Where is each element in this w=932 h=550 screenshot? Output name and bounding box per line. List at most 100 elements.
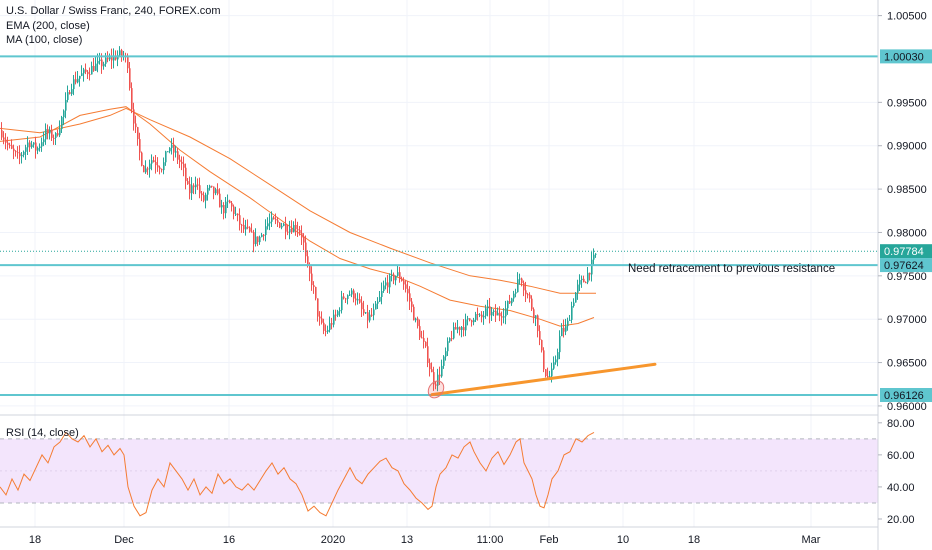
candle-body <box>217 189 219 194</box>
candle-body <box>443 356 445 366</box>
candle-body <box>193 185 195 188</box>
candle-body <box>21 154 23 157</box>
candle-body <box>487 306 489 309</box>
candle-body <box>397 272 399 276</box>
candle-body <box>555 359 557 363</box>
candle-body <box>231 202 233 207</box>
candle-body <box>85 69 87 72</box>
candle-body <box>299 230 301 234</box>
candle-body <box>151 160 153 164</box>
candle-body <box>593 254 595 260</box>
ma-legend: MA (100, close) <box>6 34 83 46</box>
candle-body <box>285 223 287 232</box>
candle-body <box>263 234 265 236</box>
candle-body <box>11 145 13 149</box>
candle-body <box>335 314 337 316</box>
candle-body <box>441 365 443 377</box>
candle-body <box>177 151 179 160</box>
candle-body <box>521 278 523 283</box>
candle-body <box>55 133 57 138</box>
candle-body <box>253 232 255 245</box>
candle-body <box>195 184 197 188</box>
candle-body <box>511 298 513 304</box>
candle-body <box>175 151 177 153</box>
candle-body <box>173 145 175 153</box>
candle-body <box>81 73 83 76</box>
price-tag-box <box>880 258 932 273</box>
candle-body <box>277 220 279 223</box>
candle-body <box>477 313 479 315</box>
candle-body <box>137 127 139 140</box>
candle-body <box>499 312 501 317</box>
price-tick-label: 0.97000 <box>887 314 927 326</box>
candle-body <box>23 151 25 155</box>
candle-body <box>239 215 241 225</box>
candle-body <box>207 187 209 195</box>
candle-body <box>419 326 421 338</box>
candle-body <box>315 286 317 299</box>
rsi-tick-label: 40.00 <box>887 482 915 494</box>
candle-body <box>329 323 331 330</box>
candle-body <box>489 306 491 316</box>
candle-body <box>101 59 103 67</box>
candle-body <box>61 117 63 130</box>
candle-body <box>539 331 541 341</box>
candle-body <box>249 227 251 232</box>
candle-body <box>119 50 121 56</box>
candle-body <box>497 312 499 316</box>
price-tag-label: 1.00030 <box>884 51 924 63</box>
candle-body <box>547 376 549 378</box>
candle-body <box>87 71 89 75</box>
moving-average-lines <box>0 106 596 327</box>
candle-body <box>395 275 397 281</box>
candle-body <box>391 274 393 276</box>
candle-body <box>121 50 123 57</box>
candle-body <box>241 224 243 226</box>
candle-body <box>503 316 505 318</box>
candle-body <box>431 369 433 373</box>
candle-body <box>485 308 487 316</box>
candle-body <box>583 278 585 283</box>
candle-body <box>109 57 111 60</box>
candle-body <box>77 78 79 83</box>
candle-body <box>351 290 353 295</box>
candle-body <box>453 327 455 339</box>
candle-body <box>465 319 467 331</box>
candle-body <box>181 161 183 164</box>
candle-body <box>265 226 267 236</box>
candle-body <box>509 300 511 304</box>
candle-body <box>409 293 411 302</box>
candle-body <box>149 163 151 170</box>
price-axis[interactable]: 1.00500 0.99500 0.99000 0.98500 0.98000 0.975… <box>877 0 932 550</box>
candle-body <box>381 291 383 297</box>
price-tag-label: 0.97624 <box>884 260 924 272</box>
ema-200-line <box>0 107 596 294</box>
candle-body <box>27 142 29 148</box>
candle-body <box>445 351 447 357</box>
candle-body <box>13 148 15 152</box>
candle-body <box>289 228 291 233</box>
candle-body <box>325 330 327 332</box>
candle-body <box>43 139 45 143</box>
candle-body <box>567 320 569 327</box>
candle-body <box>9 144 11 146</box>
candle-body <box>37 147 39 151</box>
candle-body <box>579 280 581 285</box>
chart-annotation[interactable]: Need retracement to previous resistance <box>628 263 836 275</box>
trend-drawings[interactable] <box>425 362 657 401</box>
low-highlight-ellipse <box>427 380 445 399</box>
candle-body <box>115 55 117 60</box>
candle-body <box>83 69 85 74</box>
candle-body <box>519 278 521 280</box>
candle-body <box>159 167 161 170</box>
candle-body <box>201 193 203 196</box>
candle-body <box>379 296 381 302</box>
candle-body <box>317 298 319 317</box>
time-axis[interactable]: 18 Dec 16 2020 13 11:00 Feb 10 18 Mar <box>0 526 878 546</box>
candle-body <box>439 374 441 377</box>
candle-body <box>291 228 293 233</box>
candle-body <box>429 363 431 370</box>
candle-body <box>99 59 101 61</box>
candle-body <box>33 142 35 145</box>
